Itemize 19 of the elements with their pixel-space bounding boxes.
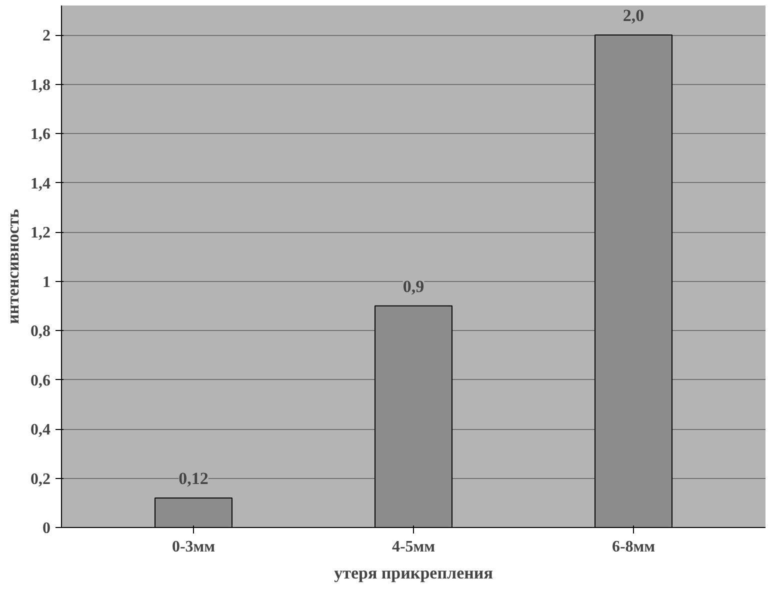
y-tick-label: 0,6 bbox=[30, 372, 50, 390]
data-label: 0,12 bbox=[178, 468, 208, 488]
x-tick-label: 0-3мм bbox=[172, 538, 216, 556]
y-tick-label: 1,2 bbox=[30, 224, 50, 242]
x-tick-label: 6-8мм bbox=[612, 538, 656, 556]
y-axis-title: интенсивность bbox=[4, 209, 22, 324]
y-tick-label: 1,4 bbox=[30, 175, 50, 192]
y-tick-label: 0 bbox=[42, 520, 50, 537]
y-tick-label: 1,6 bbox=[30, 126, 50, 144]
y-tick-label: 1,8 bbox=[30, 76, 50, 94]
y-tick-label: 0,8 bbox=[30, 323, 50, 340]
data-label: 2,0 bbox=[622, 6, 644, 26]
y-tick-label: 0,2 bbox=[30, 470, 50, 488]
x-axis-title: утеря прикрепления bbox=[334, 564, 493, 582]
data-label: 0,9 bbox=[402, 276, 424, 296]
y-tick-label: 1 bbox=[42, 274, 50, 291]
y-tick-label: 0,4 bbox=[30, 422, 50, 439]
y-tick-label: 2 bbox=[42, 28, 50, 45]
x-tick-label: 4-5мм bbox=[392, 538, 436, 556]
